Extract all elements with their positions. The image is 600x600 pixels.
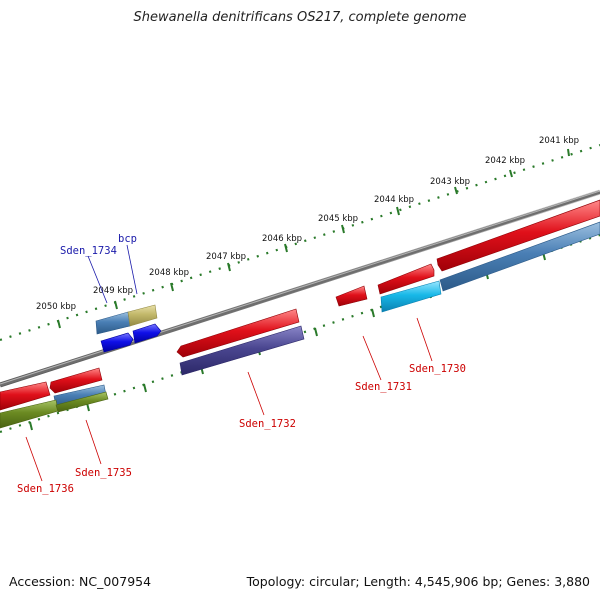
- scale-label: 2048 kbp: [149, 268, 189, 278]
- scale-label: 2041 kbp: [539, 136, 579, 146]
- scale-label: 2045 kbp: [318, 214, 358, 224]
- gene-sden-1734[interactable]: [100, 332, 134, 353]
- label-sden-1734: Sden_1734: [60, 245, 117, 257]
- label-leaders: [25, 244, 433, 482]
- gene-sden-1732-region[interactable]: [179, 325, 305, 376]
- gene-sden-1736-olive[interactable]: [0, 391, 109, 429]
- label-bcp: bcp: [118, 233, 137, 245]
- scale-label: 2049 kbp: [93, 286, 133, 296]
- gene-sden-1735[interactable]: [49, 367, 103, 394]
- accession-text: Accession: NC_007954: [9, 574, 152, 589]
- scale-label: 2042 kbp: [485, 156, 525, 166]
- label-sden-1730: Sden_1730: [409, 363, 466, 375]
- gene-sden-1730[interactable]: [377, 263, 435, 295]
- gene-sden-1730-fwd[interactable]: [436, 199, 600, 272]
- label-sden-1731: Sden_1731: [355, 381, 412, 393]
- gene-bcp[interactable]: [132, 323, 162, 344]
- gene-sden-1734-region[interactable]: [95, 311, 131, 335]
- gene-sden-1732[interactable]: [176, 308, 300, 358]
- label-sden-1735: Sden_1735: [75, 467, 132, 479]
- genome-backbone: [0, 189, 600, 388]
- gene-sden-1730-cyan[interactable]: [380, 280, 442, 313]
- gene-sden-1730-region[interactable]: [439, 221, 600, 292]
- label-sden-1732: Sden_1732: [239, 418, 296, 430]
- map-title: Shewanella denitrificans OS217, complete…: [133, 10, 467, 25]
- outer-major-ticks: [57, 148, 570, 329]
- label-sden-1736: Sden_1736: [17, 483, 74, 495]
- scale-label: 2046 kbp: [262, 234, 302, 244]
- gene-bcp-region[interactable]: [127, 304, 158, 327]
- scale-label: 2047 kbp: [206, 252, 246, 262]
- scale-label: 2044 kbp: [374, 195, 414, 205]
- scale-label: 2043 kbp: [430, 177, 470, 187]
- gene-sden-1731[interactable]: [335, 285, 368, 307]
- scale-label: 2050 kbp: [36, 302, 76, 312]
- gene-sden-1736[interactable]: [0, 381, 51, 411]
- genome-summary-text: Topology: circular; Length: 4,545,906 bp…: [246, 574, 590, 589]
